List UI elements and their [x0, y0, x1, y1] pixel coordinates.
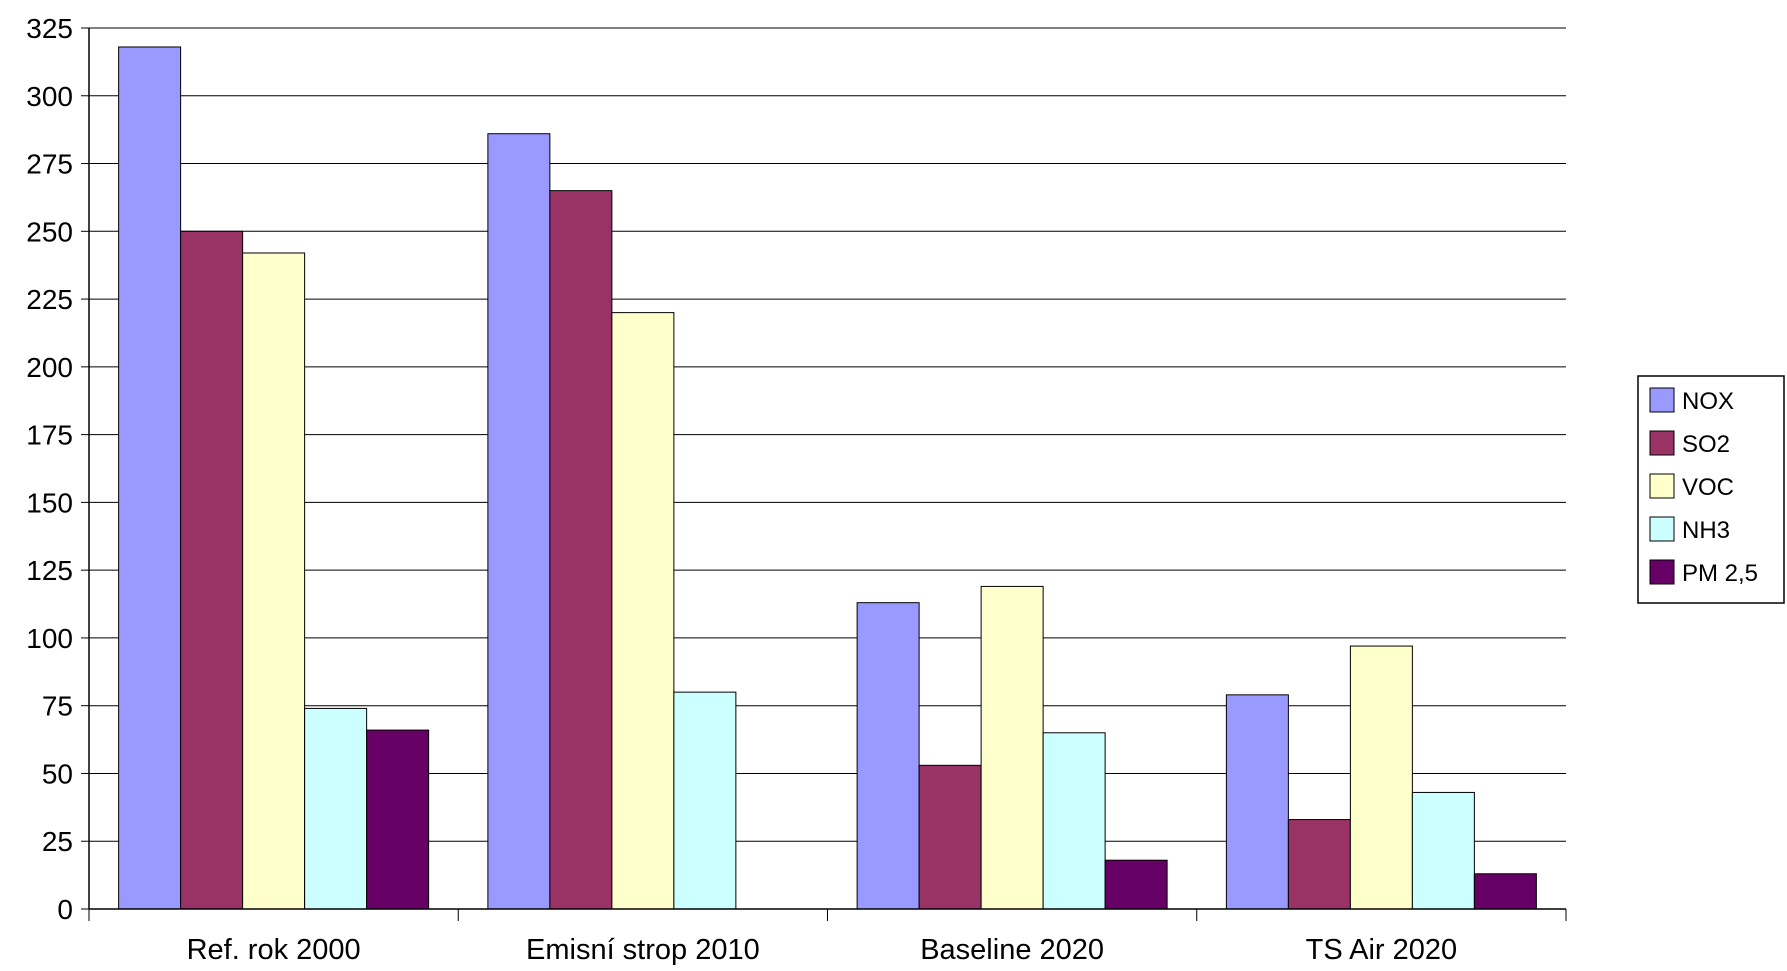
bar-so2-3	[1287, 819, 1351, 910]
y-tick-label: 250	[26, 216, 73, 247]
x-tick-label: Ref. rok 2000	[187, 934, 361, 966]
y-tick-label: 200	[26, 352, 73, 383]
bars	[118, 46, 1537, 910]
y-tick-label: 225	[26, 284, 73, 315]
y-tick-label: 0	[57, 894, 73, 925]
legend: NOX SO2 VOC NH3 PM 2,5	[1637, 375, 1785, 604]
bar-pm-2-5-0	[366, 729, 430, 910]
x-tick-label: TS Air 2020	[1306, 934, 1458, 966]
legend-swatch	[1649, 473, 1675, 499]
y-tick-label: 100	[26, 623, 73, 654]
gridlines	[89, 27, 1566, 842]
bar-voc-2	[980, 585, 1044, 910]
legend-swatch	[1649, 516, 1675, 542]
bar-nh3-2	[1042, 732, 1106, 910]
bar-nox-3	[1225, 694, 1289, 910]
axes: 0 25 50 75 100 125 150 175 200 225 250 275 300 325 Ref…	[26, 13, 1567, 966]
bar-so2-0	[180, 230, 244, 910]
legend-label: PM 2,5	[1682, 560, 1758, 587]
y-tick-label: 325	[26, 13, 73, 44]
y-tick-label: 275	[26, 149, 73, 180]
y-tick-label: 75	[42, 691, 73, 722]
bar-nh3-1	[673, 691, 737, 910]
y-tick-label: 150	[26, 487, 73, 518]
bar-so2-1	[549, 190, 613, 910]
y-tick-label: 25	[42, 826, 73, 857]
bar-nox-1	[487, 133, 551, 910]
y-tick-label: 175	[26, 420, 73, 451]
legend-label: SO2	[1682, 431, 1730, 458]
legend-swatch	[1649, 430, 1675, 456]
bar-pm-2-5-2	[1104, 859, 1168, 910]
bar-nox-0	[118, 46, 182, 910]
legend-label: NH3	[1682, 517, 1730, 544]
bar-voc-1	[611, 312, 675, 910]
bar-nh3-0	[304, 707, 368, 910]
bar-voc-0	[242, 252, 306, 910]
legend-swatch	[1649, 387, 1675, 413]
bar-so2-2	[918, 764, 982, 910]
y-tick-label: 125	[26, 555, 73, 586]
bar-voc-3	[1349, 645, 1413, 910]
x-tick-label: Baseline 2020	[920, 934, 1104, 966]
bar-nox-2	[856, 602, 920, 910]
legend-label: NOX	[1682, 388, 1734, 415]
y-tick-label: 50	[42, 758, 73, 789]
x-tick-label: Emisní strop 2010	[526, 934, 760, 966]
legend-label: VOC	[1682, 474, 1734, 501]
y-tick-label: 300	[26, 81, 73, 112]
bar-nh3-3	[1411, 791, 1475, 910]
bar-pm-2-5-3	[1473, 873, 1537, 910]
legend-swatch	[1649, 559, 1675, 585]
